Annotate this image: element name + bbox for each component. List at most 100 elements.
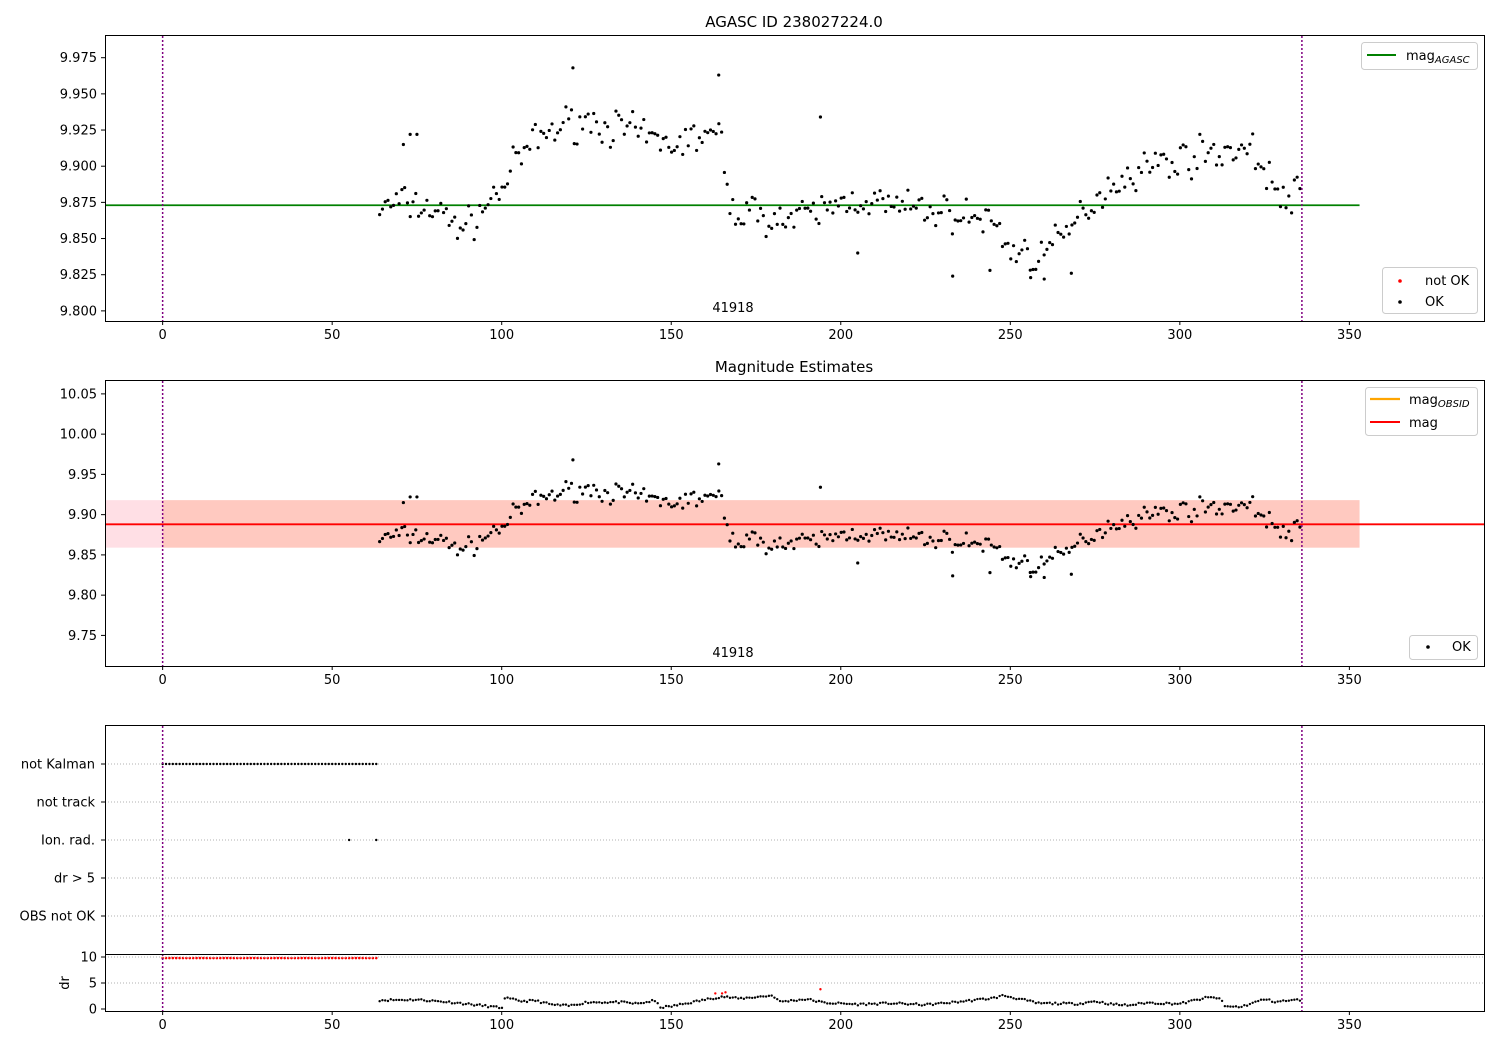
data-point-ok: [1064, 224, 1068, 229]
data-point-ok: [614, 109, 618, 113]
data-point-ok: [975, 542, 980, 546]
data-point-ok: [1048, 555, 1052, 559]
data-point-ok: [973, 214, 977, 218]
data-point-ok: [664, 496, 668, 501]
data-point-ok: [622, 132, 626, 136]
dr-point: [1017, 997, 1021, 1001]
data-point-ok: [736, 542, 740, 546]
flag-not-kalman-point: [310, 762, 314, 766]
data-point-ok: [953, 542, 957, 547]
data-point-ok: [489, 196, 493, 201]
data-point-ok: [967, 544, 971, 548]
dr-point: [1115, 1002, 1118, 1005]
data-point-ok: [500, 185, 504, 189]
data-point-ok: [1295, 519, 1299, 523]
data-point-ok: [706, 131, 710, 135]
data-point-ok: [1176, 517, 1180, 521]
data-point-ok: [1298, 525, 1302, 529]
data-point-ok: [895, 195, 899, 199]
data-point-ok: [1253, 514, 1258, 518]
data-point-ok: [950, 550, 954, 554]
data-point-ok: [467, 204, 471, 208]
data-point-ok: [717, 462, 721, 466]
data-point-ok: [1195, 514, 1199, 518]
dr-point: [739, 996, 743, 1000]
data-point-ok: [1117, 189, 1121, 193]
data-point-ok: [897, 538, 902, 542]
data-point-ok: [778, 206, 782, 210]
flag-not-kalman-point: [307, 762, 310, 766]
flag-not-kalman-point: [314, 762, 317, 766]
data-point-ok: [1075, 541, 1080, 545]
dr-point: [559, 1004, 562, 1007]
panel-mag-frame: [105, 380, 1485, 667]
flag-not-kalman-point: [195, 762, 198, 766]
dr-red-point: [263, 956, 266, 960]
data-point-ok: [447, 546, 451, 550]
dr-point: [1015, 997, 1018, 1001]
data-point-ok: [961, 541, 966, 546]
dr-point: [1006, 995, 1010, 998]
data-point-ok: [569, 481, 574, 485]
data-point-ok: [1100, 535, 1105, 540]
panel-agasc-points: [378, 66, 1302, 281]
data-point-ok: [1201, 139, 1205, 143]
dr-point: [798, 998, 801, 1001]
dr-red-point: [303, 956, 307, 960]
data-point-ok: [1284, 206, 1288, 210]
data-point-ok: [1117, 526, 1121, 531]
dr-point: [859, 1002, 862, 1005]
dr-point: [1206, 996, 1210, 999]
legend-ok-status: not OK OK: [1382, 267, 1478, 314]
data-point-ok: [911, 204, 916, 208]
data-point-ok: [1228, 146, 1233, 150]
legend-ok-mag: OK: [1409, 635, 1478, 660]
data-point-ok: [720, 494, 724, 498]
data-point-ok: [542, 131, 546, 135]
data-point-ok: [839, 530, 843, 534]
dr-point: [1026, 999, 1029, 1002]
x-tick-label: 300: [1167, 328, 1192, 343]
data-point-ok: [951, 274, 955, 278]
data-point-ok: [1234, 156, 1238, 160]
data-point-ok: [733, 222, 738, 226]
dr-point: [937, 1001, 940, 1005]
data-point-ok: [711, 129, 715, 134]
dr-point: [967, 998, 971, 1002]
dr-point: [951, 1000, 954, 1003]
dr-point: [931, 1003, 935, 1007]
data-point-ok: [405, 533, 410, 537]
dr-point: [1140, 1002, 1143, 1005]
data-point-ok: [414, 528, 418, 532]
data-point-ok: [1092, 538, 1096, 542]
dr-point: [725, 995, 729, 998]
flag-not-kalman-point: [232, 762, 236, 766]
data-point-ok: [555, 494, 560, 498]
dr-point: [984, 998, 987, 1001]
dr-point: [1048, 1001, 1051, 1004]
dr-point: [1243, 1003, 1246, 1007]
data-point-ok: [519, 162, 524, 166]
data-point-ok: [415, 132, 419, 136]
data-point-ok: [425, 198, 429, 202]
data-point-ok: [608, 145, 613, 149]
data-point-ok: [1036, 566, 1041, 570]
data-point-ok: [817, 544, 821, 549]
data-point-ok: [1042, 277, 1046, 281]
data-point-ok: [578, 485, 582, 489]
data-point-ok: [469, 540, 473, 544]
data-point-ok: [834, 532, 838, 536]
data-point-ok: [920, 530, 924, 535]
data-point-ok: [1270, 521, 1274, 526]
data-point-ok: [739, 545, 743, 549]
data-point-ok: [836, 535, 841, 539]
data-point-ok: [922, 543, 927, 547]
dr-red-point: [239, 956, 242, 960]
data-point-ok: [781, 222, 785, 226]
data-point-ok: [597, 132, 601, 136]
data-point-ok: [1011, 244, 1016, 248]
data-point-ok: [553, 138, 557, 142]
data-point-ok: [683, 492, 688, 496]
data-point-ok: [1098, 527, 1102, 532]
dr-point: [1079, 1002, 1082, 1005]
